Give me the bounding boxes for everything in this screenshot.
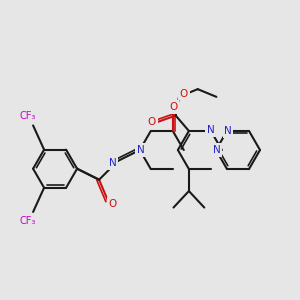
Text: N: N <box>137 145 145 155</box>
Text: N: N <box>207 125 215 135</box>
Text: N: N <box>109 158 117 168</box>
Text: N: N <box>213 145 221 155</box>
Text: O: O <box>180 89 188 99</box>
Text: N: N <box>224 126 232 136</box>
Text: O: O <box>170 102 178 112</box>
Text: CF₃: CF₃ <box>20 111 36 122</box>
Text: O: O <box>109 199 117 208</box>
Text: CF₃: CF₃ <box>20 216 36 226</box>
Text: O: O <box>148 117 156 127</box>
